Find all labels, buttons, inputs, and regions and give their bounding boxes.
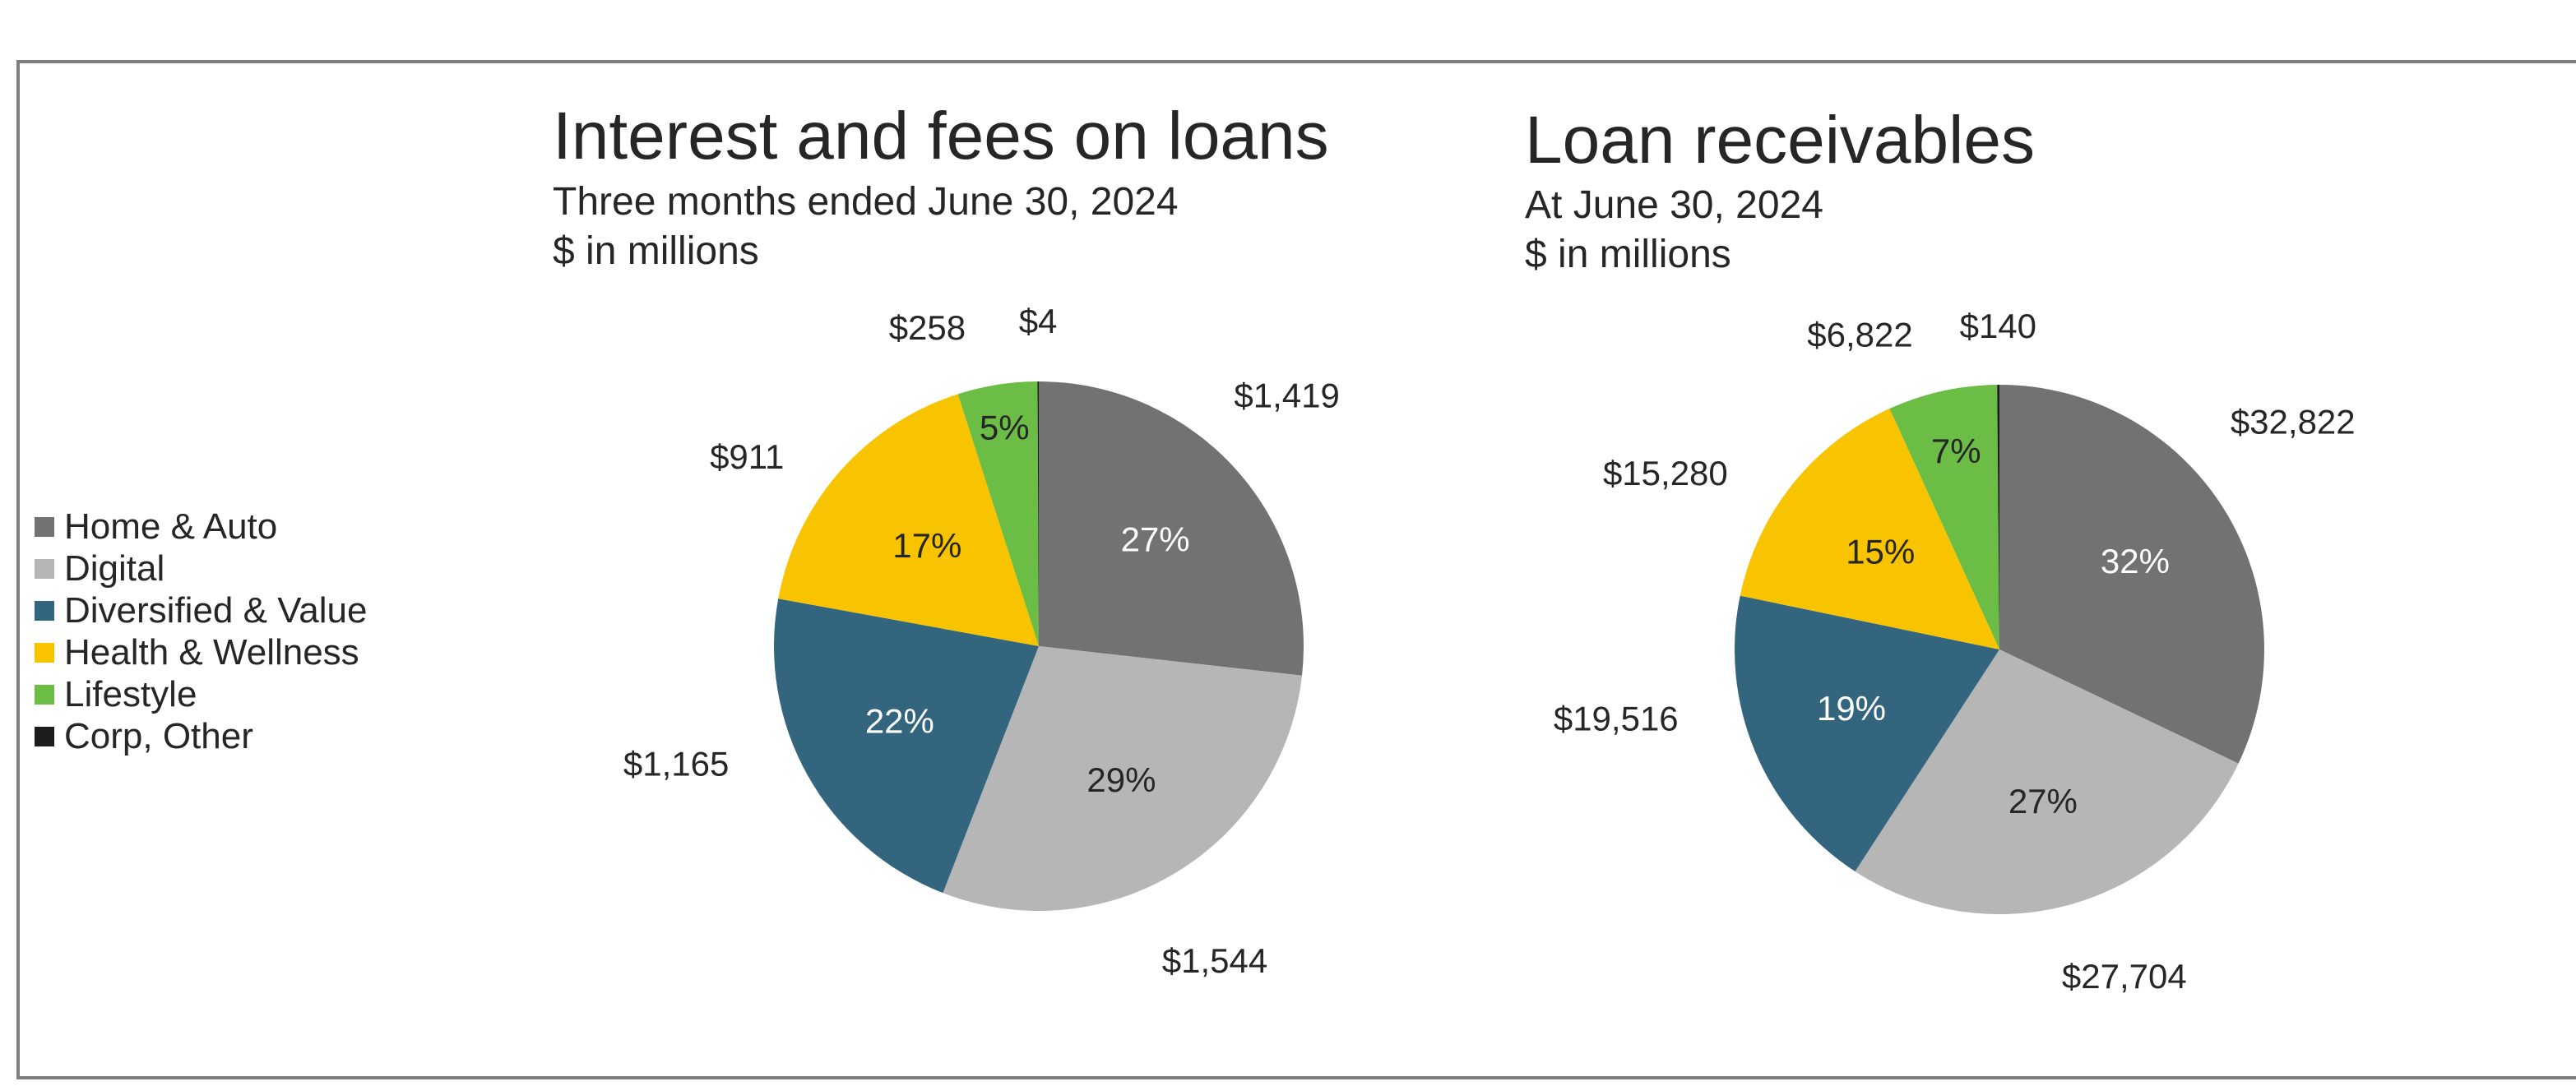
- pie-value-label: $140: [1960, 307, 2036, 345]
- pie-slice: [957, 381, 1039, 646]
- right-chart-subtitle: At June 30, 2024: [1525, 183, 1823, 227]
- pie-slice: [774, 598, 1039, 894]
- pie-percent-label: 5%: [980, 408, 1030, 446]
- pie-percent-label: 15%: [1846, 533, 1915, 571]
- legend-label: Digital: [64, 548, 165, 589]
- pie-slice: [1889, 385, 1999, 649]
- pie-value-label: $19,516: [1554, 700, 1679, 738]
- pie-value-label: $1,544: [1162, 941, 1267, 980]
- legend-item: Corp, Other: [35, 715, 367, 757]
- pie-slice: [1997, 385, 1999, 649]
- pie-value-label: $6,822: [1807, 315, 1912, 354]
- left-chart-subtitle: Three months ended June 30, 2024: [553, 180, 1179, 224]
- legend-label: Lifestyle: [64, 673, 197, 714]
- pie-value-label: $911: [710, 437, 784, 476]
- legend-swatch: [35, 558, 54, 579]
- pie-slice: [1037, 381, 1039, 646]
- right-chart-title: Loan receivables: [1525, 103, 2035, 178]
- pie-percent-label: 27%: [1121, 520, 1190, 558]
- legend-label: Health & Wellness: [64, 631, 359, 672]
- pie-slice: [1740, 409, 1999, 649]
- legend: Home & Auto Digital Diversified & Value …: [35, 506, 367, 757]
- legend-swatch: [35, 684, 54, 705]
- left-chart-unit: $ in millions: [553, 229, 759, 273]
- legend-item: Home & Auto: [35, 506, 367, 548]
- pie-value-label: $1,165: [623, 744, 729, 783]
- chart-frame: [16, 60, 2576, 1079]
- pie-percent-label: 19%: [1817, 689, 1886, 728]
- legend-item: Diversified & Value: [35, 589, 367, 631]
- legend-label: Home & Auto: [64, 506, 278, 547]
- pie-percent-label: 7%: [1931, 432, 1981, 470]
- pie-value-label: $15,280: [1603, 454, 1728, 492]
- pie-slice: [943, 646, 1303, 911]
- pie-value-label: $1,419: [1234, 376, 1339, 414]
- pie-slice: [1039, 381, 1304, 676]
- legend-swatch: [35, 516, 54, 537]
- pie-value-label: $27,704: [2062, 957, 2187, 996]
- pie-percent-label: 32%: [2101, 542, 2170, 580]
- legend-label: Diversified & Value: [64, 589, 368, 631]
- pie-percent-label: 29%: [1086, 760, 1156, 799]
- legend-swatch: [35, 726, 54, 746]
- legend-item: Health & Wellness: [35, 631, 367, 673]
- legend-swatch: [35, 600, 54, 621]
- legend-item: Lifestyle: [35, 673, 367, 715]
- pie-percent-label: 22%: [865, 702, 934, 741]
- pie-percent-label: 27%: [2008, 782, 2078, 820]
- legend-item: Digital: [35, 548, 367, 589]
- pie-slice: [778, 394, 1039, 646]
- pie-value-label: $258: [889, 308, 966, 347]
- pie-slice: [1999, 385, 2264, 764]
- pie-value-label: $32,822: [2231, 403, 2356, 441]
- legend-swatch: [35, 642, 54, 663]
- pie-percent-label: 17%: [892, 526, 961, 565]
- left-chart-title: Interest and fees on loans: [553, 99, 1329, 173]
- right-chart-unit: $ in millions: [1525, 233, 1731, 276]
- pie-slice: [1735, 595, 1999, 871]
- pie-slice: [1855, 649, 2239, 914]
- legend-label: Corp, Other: [64, 715, 253, 756]
- pie-value-label: $4: [1019, 302, 1058, 340]
